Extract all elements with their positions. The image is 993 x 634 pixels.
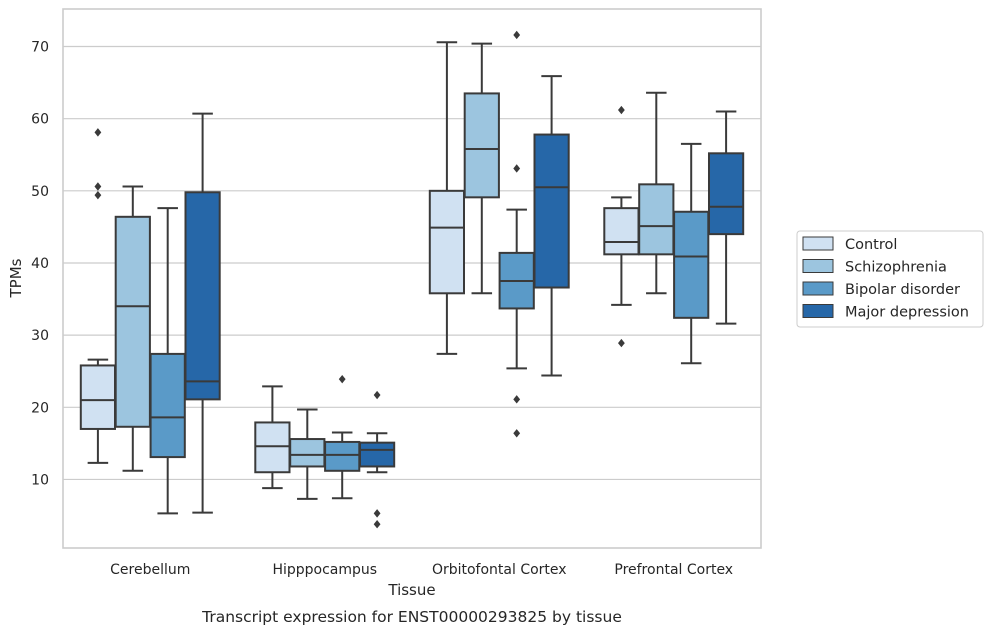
x-tick-label: Prefrontal Cortex xyxy=(614,562,733,578)
box-major-depression xyxy=(184,112,221,514)
box-control xyxy=(254,385,291,490)
legend-label: Major depression xyxy=(845,305,969,321)
box-schizophrenia xyxy=(463,42,500,295)
outlier-point xyxy=(94,190,102,200)
outlier-point xyxy=(338,374,346,384)
x-tick-label: Hipppocampus xyxy=(272,562,377,578)
outlier-point xyxy=(618,105,625,115)
boxes xyxy=(79,30,745,529)
legend-label: Bipolar disorder xyxy=(845,282,960,298)
box-iqr xyxy=(324,440,361,472)
box-major-depression xyxy=(707,110,745,325)
outlier-point xyxy=(618,338,625,348)
outlier-point xyxy=(513,395,521,404)
plot-frame xyxy=(62,8,762,549)
box-iqr xyxy=(533,133,570,289)
y-axis-title: TPMs xyxy=(7,258,25,298)
legend-swatch xyxy=(802,236,834,251)
y-tick-label: 30 xyxy=(31,328,49,344)
outlier-point xyxy=(373,509,381,518)
box-major-depression xyxy=(533,75,570,377)
legend-swatch xyxy=(802,304,834,318)
box-major-depression xyxy=(358,390,396,529)
y-tick-labels: 10 20 30 40 50 60 70 xyxy=(31,40,49,489)
y-tick-label: 60 xyxy=(31,112,49,128)
x-tick-label: Cerebellum xyxy=(110,562,190,578)
outlier-point xyxy=(373,519,381,529)
box-iqr xyxy=(707,152,745,236)
legend-frame xyxy=(796,230,984,328)
box-iqr xyxy=(603,207,640,256)
outlier-point xyxy=(373,390,381,400)
outlier-point xyxy=(94,128,102,137)
legend-label: Schizophrenia xyxy=(845,260,947,276)
y-tick-label: 70 xyxy=(31,40,49,56)
box-iqr xyxy=(184,191,221,401)
legend: Control Schizophrenia Bipolar disorder Majo… xyxy=(796,230,984,328)
legend-swatch xyxy=(802,259,834,273)
box-iqr xyxy=(428,189,466,295)
box-iqr xyxy=(463,92,500,199)
box-control xyxy=(428,41,466,355)
outlier-point xyxy=(513,164,521,173)
legend-label: Control xyxy=(845,237,897,253)
box-bipolar-disorder xyxy=(149,207,186,515)
box-iqr xyxy=(79,364,117,430)
outlier-point xyxy=(94,182,102,191)
box-schizophrenia xyxy=(289,408,326,500)
box-bipolar-disorder xyxy=(673,142,710,365)
box-bipolar-disorder xyxy=(498,30,535,438)
box-iqr xyxy=(638,183,675,256)
x-axis-title: Tissue xyxy=(387,581,435,599)
box-iqr xyxy=(358,441,396,468)
box-schizophrenia xyxy=(114,185,151,472)
x-tick-label: Orbitofontal Cortex xyxy=(432,562,567,578)
y-tick-label: 10 xyxy=(31,472,49,488)
chart-caption: Transcript expression for ENST0000029382… xyxy=(201,608,622,626)
x-tick-labels: Cerebellum Hipppocampus Orbitofontal Corte… xyxy=(110,562,733,578)
outlier-point xyxy=(513,30,521,40)
box-control xyxy=(79,128,117,464)
y-tick-label: 50 xyxy=(31,184,49,200)
box-iqr xyxy=(114,215,151,428)
box-control xyxy=(603,105,640,348)
outlier-point xyxy=(513,429,521,438)
box-iqr xyxy=(149,352,186,459)
legend-swatch xyxy=(802,281,834,296)
box-iqr xyxy=(673,210,710,319)
y-tick-label: 40 xyxy=(31,256,49,272)
y-tick-label: 20 xyxy=(31,400,49,416)
box-iqr xyxy=(254,421,291,474)
box-iqr xyxy=(289,438,326,468)
